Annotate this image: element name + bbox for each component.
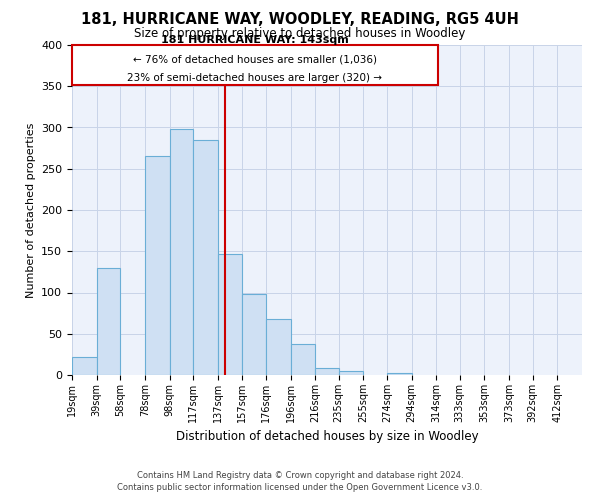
Text: 181, HURRICANE WAY, WOODLEY, READING, RG5 4UH: 181, HURRICANE WAY, WOODLEY, READING, RG… — [81, 12, 519, 28]
Bar — [193, 140, 218, 375]
FancyBboxPatch shape — [72, 45, 437, 84]
Bar — [97, 268, 120, 375]
Text: Contains HM Land Registry data © Crown copyright and database right 2024.
Contai: Contains HM Land Registry data © Crown c… — [118, 471, 482, 492]
Text: Size of property relative to detached houses in Woodley: Size of property relative to detached ho… — [134, 28, 466, 40]
Bar — [145, 156, 170, 375]
Text: 181 HURRICANE WAY: 143sqm: 181 HURRICANE WAY: 143sqm — [161, 35, 349, 45]
Bar — [242, 294, 266, 375]
Text: ← 76% of detached houses are smaller (1,036): ← 76% of detached houses are smaller (1,… — [133, 55, 377, 65]
Bar — [315, 368, 339, 375]
Bar — [266, 319, 290, 375]
Bar — [290, 344, 315, 375]
Bar — [218, 254, 242, 375]
Bar — [170, 129, 193, 375]
Bar — [72, 357, 97, 375]
X-axis label: Distribution of detached houses by size in Woodley: Distribution of detached houses by size … — [176, 430, 478, 444]
Text: 23% of semi-detached houses are larger (320) →: 23% of semi-detached houses are larger (… — [127, 73, 382, 83]
Y-axis label: Number of detached properties: Number of detached properties — [26, 122, 35, 298]
Bar — [387, 372, 412, 375]
Bar — [339, 371, 364, 375]
